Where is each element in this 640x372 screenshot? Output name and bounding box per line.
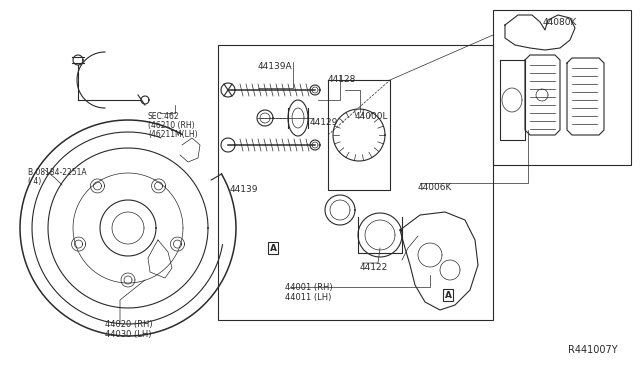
Bar (493, 10, 631, 165)
Text: 44006K: 44006K (418, 183, 452, 192)
Text: SEC.462: SEC.462 (148, 112, 180, 121)
Text: ( 4): ( 4) (28, 177, 41, 186)
Text: 44080K: 44080K (543, 18, 577, 27)
Text: 44020 (RH): 44020 (RH) (105, 320, 152, 329)
Text: B 08184-2251A: B 08184-2251A (28, 168, 86, 177)
Bar (218, 45, 493, 320)
Text: 44011 (LH): 44011 (LH) (285, 293, 332, 302)
Text: 44000L: 44000L (355, 112, 388, 121)
Text: 44129: 44129 (310, 118, 339, 127)
Text: 44139A: 44139A (258, 62, 292, 71)
Text: 44139: 44139 (230, 185, 259, 194)
Text: 44030 (LH): 44030 (LH) (105, 330, 152, 339)
Text: 44128: 44128 (328, 75, 356, 84)
Text: A: A (269, 244, 276, 253)
Text: 44122: 44122 (360, 263, 388, 272)
Text: (46210 (RH): (46210 (RH) (148, 121, 195, 130)
Text: R441007Y: R441007Y (568, 345, 618, 355)
Text: 44001 (RH): 44001 (RH) (285, 283, 333, 292)
Text: A: A (445, 291, 451, 299)
Text: (46211M(LH): (46211M(LH) (148, 130, 198, 139)
